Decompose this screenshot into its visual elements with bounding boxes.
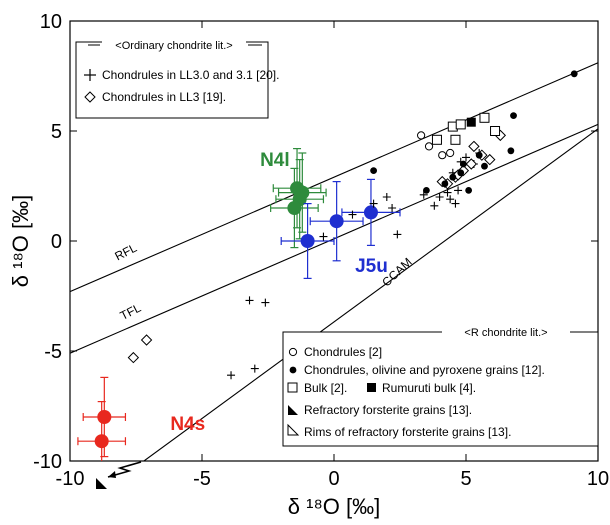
reference-line-rfl [70, 62, 598, 293]
data-point-plus [250, 364, 259, 373]
data-point-plus [443, 188, 452, 197]
diamond-icon [84, 91, 96, 103]
legend-title: <R chondrite lit.> [464, 327, 547, 339]
data-point-dot [423, 187, 430, 194]
annotation-label: N4s [170, 414, 205, 435]
data-point-plus [245, 296, 254, 305]
data-point-filled-square [466, 117, 476, 127]
legend-title: <Ordinary chondrite lit.> [115, 40, 232, 52]
filled-square-icon [367, 383, 376, 392]
data-point-dot [459, 160, 467, 168]
legend-entry: Rims of refractory forsterite grains [13… [304, 425, 511, 439]
data-point-diamond [468, 140, 480, 153]
x-axis-label: δ ¹⁸O [‰] [288, 494, 380, 519]
data-point-j5u [300, 234, 315, 248]
data-point-n4s [94, 434, 109, 449]
legend-entry: Bulk [2]. [304, 381, 347, 395]
x-tick-label: -5 [193, 468, 211, 490]
data-point-open-circle [424, 142, 434, 151]
data-point-open-circle [446, 148, 455, 158]
y-tick-label: 0 [51, 231, 62, 253]
data-point-plus [348, 210, 357, 219]
data-point-open-square [479, 112, 490, 123]
data-point-j5u [329, 214, 344, 229]
annotation-label: J5u [355, 256, 388, 277]
data-point-diamond [127, 351, 140, 364]
data-point-plus [430, 201, 439, 210]
legend-entry: Chondrules, olivine and pyroxene grains … [304, 363, 545, 377]
data-point-n4l [287, 201, 302, 215]
plus-icon [84, 69, 96, 81]
x-tick-label: 5 [460, 468, 471, 490]
data-point-plus [446, 195, 455, 204]
data-point-diamond [140, 334, 153, 346]
data-point-open-square [455, 119, 466, 130]
data-point-dot [457, 169, 465, 177]
data-point-plus [451, 199, 460, 208]
open-square-icon [287, 382, 298, 393]
data-point-n4s [97, 410, 112, 424]
data-point-open-circle [417, 131, 426, 140]
data-marks [77, 70, 578, 461]
data-point-plus [227, 371, 236, 380]
data-point-dot [475, 151, 483, 159]
data-point-dot [465, 187, 473, 194]
legend-entry: Chondrules in LL3 [19]. [102, 90, 226, 104]
filled-triangle-icon [96, 478, 107, 489]
data-point-dot [449, 173, 457, 181]
annotation-label: N4l [260, 150, 290, 171]
reference-line-ccam [143, 128, 598, 461]
filled-triangle-icon [288, 405, 298, 415]
off-scale-forsterite-marker [96, 461, 142, 489]
axes: -10 -5 0 5 10 -10 -5 0 5 10 [33, 11, 609, 490]
data-point-open-square [450, 134, 461, 145]
x-tick-label: 10 [587, 468, 609, 490]
dot-icon [289, 366, 297, 374]
y-tick-label: 5 [51, 121, 62, 143]
legend-box [282, 331, 599, 447]
y-axis-label: δ ¹⁸O [‰] [8, 195, 33, 287]
data-point-plus [388, 204, 397, 212]
legend-entry: Chondrules [2] [304, 345, 382, 359]
data-point-open-square [431, 134, 442, 145]
x-tick-label: 0 [328, 468, 339, 490]
y-tick-label: -5 [44, 341, 62, 363]
data-point-open-circle [438, 151, 447, 160]
data-point-plus [454, 186, 463, 195]
legend-box [75, 41, 269, 119]
y-tick-label: 10 [40, 11, 62, 33]
data-point-dot [507, 147, 515, 155]
data-point-dot [370, 167, 377, 175]
data-point-plus [382, 193, 391, 201]
open-circle-icon [288, 347, 298, 357]
data-point-dot [570, 70, 578, 78]
data-point-plus [369, 199, 378, 208]
data-point-plus [435, 193, 444, 201]
open-triangle-icon [287, 423, 300, 436]
y-tick-label: -10 [33, 451, 62, 473]
data-point-dot [481, 162, 488, 170]
x-tick-label: -10 [56, 468, 85, 490]
data-point-plus [393, 230, 402, 239]
data-point-dot [441, 180, 449, 188]
legend-entry: Refractory forsterite grains [13]. [304, 403, 472, 417]
data-point-j5u [363, 205, 378, 220]
legend-entry: Rumuruti bulk [4]. [382, 381, 476, 395]
data-point-diamond [465, 158, 477, 170]
data-point-plus [319, 232, 328, 241]
data-point-plus [462, 153, 470, 162]
legend-entry: Chondrules in LL3.0 and 3.1 [20]. [102, 68, 279, 82]
data-point-open-square [490, 126, 501, 136]
data-point-diamond [484, 153, 496, 166]
data-point-dot [510, 112, 517, 119]
legend-r-chondrites: <R chondrite lit.> Chondrules [2] Chondr… [282, 325, 599, 447]
legend-ordinary-chondrites: <Ordinary chondrite lit.> Chondrules in … [75, 38, 279, 119]
arrow-icon [107, 461, 142, 478]
data-point-plus [261, 298, 270, 307]
